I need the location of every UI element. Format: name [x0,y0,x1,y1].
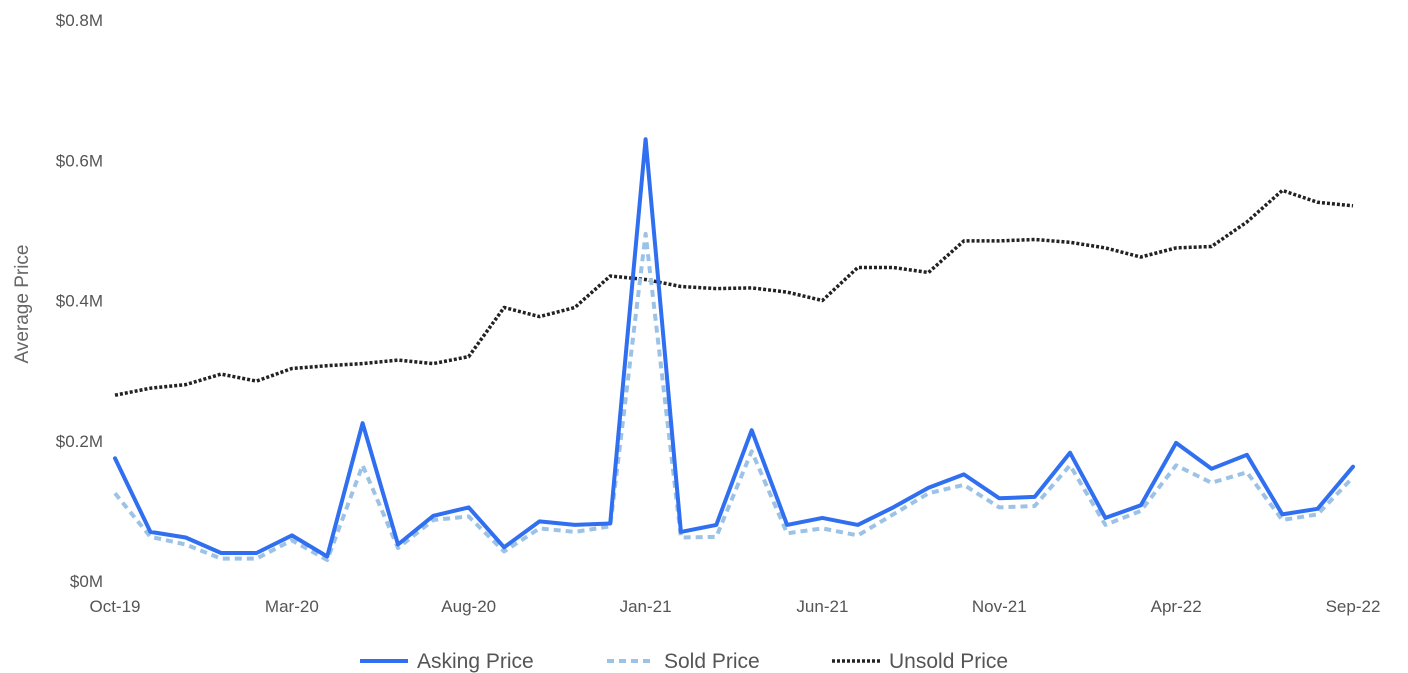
y-tick-label: $0.6M [56,151,103,170]
x-tick-label: Jun-21 [796,597,848,616]
y-axis-ticks: $0M $0.2M $0.4M $0.6M $0.8M [56,11,103,591]
x-tick-label: Jan-21 [620,597,672,616]
y-axis-label: Average Price [12,245,33,364]
legend-label: Asking Price [417,650,534,673]
y-tick-label: $0.8M [56,11,103,30]
legend-label: Unsold Price [889,650,1008,673]
y-tick-label: $0M [70,572,103,591]
y-tick-label: $0.4M [56,292,103,311]
x-tick-label: Mar-20 [265,597,319,616]
legend-label: Sold Price [664,650,760,673]
x-tick-label: Nov-21 [972,597,1027,616]
x-tick-label: Aug-20 [441,597,496,616]
y-tick-label: $0.2M [56,432,103,451]
legend: Asking Price Sold Price Unsold Price [360,650,1008,673]
series-line-unsold-price [114,188,1354,397]
x-tick-label: Apr-22 [1151,597,1202,616]
x-tick-label: Sep-22 [1326,597,1381,616]
series-line-sold-price [113,231,1355,562]
series-lines [113,137,1355,562]
x-tick-label: Oct-19 [89,597,140,616]
series-line-asking-price [113,137,1355,559]
x-axis-ticks: Oct-19 Mar-20 Aug-20 Jan-21 Jun-21 Nov-21 Apr-… [89,597,1380,616]
